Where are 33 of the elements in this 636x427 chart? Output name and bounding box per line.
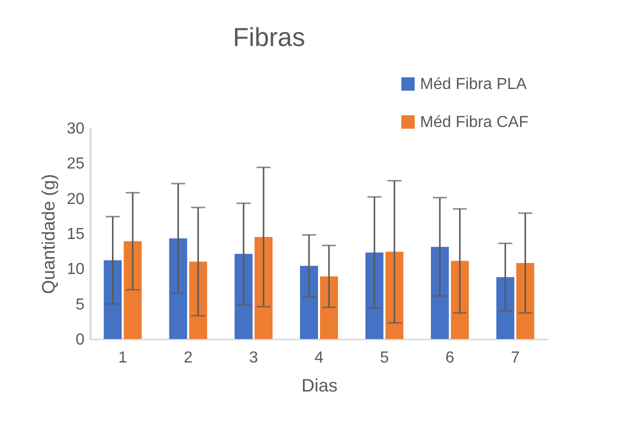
- bar: [124, 241, 142, 339]
- x-tick-label: 1: [118, 350, 128, 366]
- bar: [496, 277, 514, 339]
- x-tick-label: 3: [249, 350, 258, 366]
- bar: [385, 252, 404, 339]
- y-tick-label: 15: [66, 226, 85, 243]
- y-tick-label: 10: [66, 261, 85, 278]
- x-axis-title: Dias: [301, 376, 338, 396]
- bar: [189, 262, 208, 339]
- legend-label: Méd Fibra PLA: [420, 76, 528, 93]
- legend-label: Méd Fibra CAF: [420, 114, 529, 131]
- bar: [430, 246, 449, 339]
- y-tick-label: 25: [66, 156, 85, 173]
- bar: [320, 276, 338, 339]
- bar: [516, 263, 534, 339]
- y-tick-label: 5: [76, 296, 85, 314]
- bar: [104, 260, 122, 339]
- bar: [300, 266, 318, 339]
- chart-title: Fibras: [232, 22, 306, 52]
- x-tick-label: 6: [445, 350, 454, 366]
- bar: [450, 260, 469, 339]
- x-tick-label: 2: [184, 350, 193, 366]
- x-tick-label: 4: [314, 350, 324, 366]
- y-tick-label: 0: [76, 332, 85, 348]
- y-tick-label: 30: [66, 120, 85, 138]
- bar: [365, 252, 384, 339]
- y-axis-title: Quantidade (g): [38, 174, 59, 294]
- x-tick-label: 7: [510, 350, 520, 366]
- x-tick-label: 5: [380, 350, 389, 366]
- bar: [254, 237, 273, 339]
- bar: [234, 254, 253, 339]
- y-tick-label: 20: [66, 190, 85, 208]
- bar: [169, 238, 188, 339]
